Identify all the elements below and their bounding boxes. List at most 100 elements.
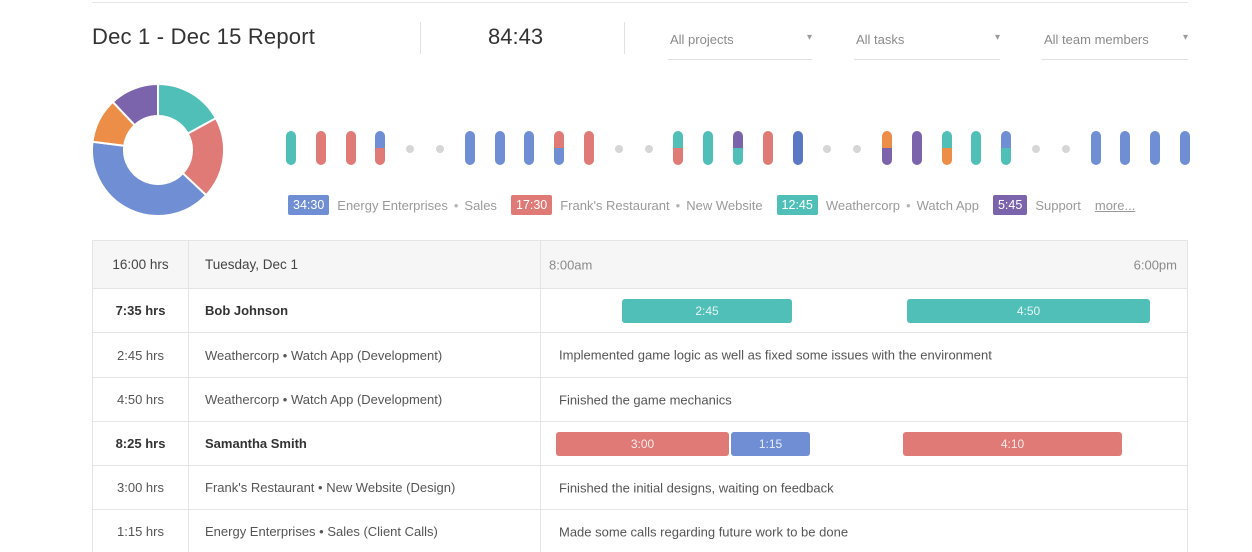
day-bar[interactable] [1120,131,1130,165]
person-row[interactable]: 8:25 hrs Samantha Smith 3:00 1:15 4:10 [93,422,1187,466]
day-bar[interactable] [733,131,743,165]
day-bar[interactable] [554,131,564,165]
day-bar[interactable] [971,131,981,165]
entry-description-cell: Implemented game logic as well as fixed … [541,333,1187,377]
entry-description: Finished the game mechanics [559,392,732,407]
timeline-entry-bar[interactable]: 4:10 [903,431,1122,456]
day-bar[interactable] [286,131,296,165]
person-name: Bob Johnson [189,289,541,332]
day-bar[interactable] [346,131,356,165]
legend-client: Energy Enterprises [337,197,448,213]
entry-description: Implemented game logic as well as fixed … [559,347,992,363]
legend-label: Weathercorp • Watch App [826,198,979,213]
day-bar[interactable] [465,131,475,165]
day-bar[interactable] [584,131,594,165]
chevron-down-icon: ▾ [1182,32,1188,43]
entry-row[interactable]: 1:15 hrs Energy Enterprises • Sales (Clie… [93,510,1187,552]
day-bar[interactable] [495,131,505,165]
timeline-header: 8:00am 6:00pm [541,241,1187,288]
day-bar-segment [524,131,534,165]
day-bar[interactable] [524,131,534,165]
entry-project: Weathercorp • Watch App (Development) [189,333,541,377]
person-name: Samantha Smith [189,422,541,465]
day-bar[interactable] [1180,131,1190,165]
timeline-entry-bar[interactable]: 3:00 [556,431,729,456]
day-bar[interactable] [703,131,713,165]
day-bar-segment [942,131,952,148]
day-bar-segment [375,131,385,148]
row-hours: 1:15 hrs [93,510,189,552]
day-bar-segment [316,131,326,165]
legend-more-link[interactable]: more... [1094,197,1136,213]
day-bar-segment [733,131,743,148]
legend-client: Frank's Restaurant [560,197,670,213]
empty-day-dot [615,145,623,153]
day-bar-segment [942,148,952,165]
empty-day-dot [645,145,653,153]
total-time: 84:43 [488,24,544,49]
day-bar-segment [465,131,475,165]
day-bar[interactable] [673,131,683,165]
day-total-hours: 16:00 hrs [93,241,189,288]
legend-separator: • [675,197,681,213]
tasks-filter-label: All tasks [856,32,905,47]
entry-description-cell: Finished the game mechanics [541,378,1187,421]
legend-label: Support [1035,198,1081,213]
legend-label: Frank's Restaurant • New Website [560,198,762,213]
timeline-entry-bar[interactable]: 2:45 [622,298,792,323]
legend-project: Sales [464,197,497,213]
day-bar-segment [703,131,713,165]
person-timeline: 2:45 4:50 [541,289,1187,332]
day-bar-segment [673,148,683,165]
day-bar-segment [1180,131,1190,165]
day-bar[interactable] [1091,131,1101,165]
donut-chart [91,82,225,217]
day-bar-segment [286,131,296,165]
entry-description: Made some calls regarding future work to… [559,524,849,539]
entry-row[interactable]: 4:50 hrs Weathercorp • Watch App (Develop… [93,378,1187,422]
row-hours: 7:35 hrs [93,289,189,332]
team-members-filter-label: All team members [1044,32,1149,47]
day-bar-segment [584,131,594,165]
timeline-entry-bar[interactable]: 4:50 [907,298,1150,323]
day-bar-segment [1150,131,1160,165]
entry-row[interactable]: 2:45 hrs Weathercorp • Watch App (Develop… [93,333,1187,378]
day-bar[interactable] [375,131,385,165]
day-bar[interactable] [1150,131,1160,165]
day-bar[interactable] [793,131,803,165]
day-bar[interactable] [763,131,773,165]
daily-bars-strip [286,128,1190,170]
entry-project: Weathercorp • Watch App (Development) [189,378,541,421]
day-bar[interactable] [882,131,892,165]
day-bar[interactable] [942,131,952,165]
entry-description: Finished the initial designs, waiting on… [559,480,834,495]
legend-client: Weathercorp [825,197,901,213]
report-header: Dec 1 - Dec 15 Report 84:43 All projects… [92,18,1188,62]
entry-project: Frank's Restaurant • New Website (Design… [189,466,541,509]
day-bar[interactable] [912,131,922,165]
project-legend: 34:30 Energy Enterprises • Sales 17:30 Frank'… [288,194,1135,216]
legend-time-badge: 34:30 [288,195,330,215]
legend-project: Watch App [916,197,979,213]
legend-time-badge: 5:45 [992,195,1028,215]
tasks-filter[interactable]: All tasks ▾ [854,18,1000,60]
timeline-entry-bar[interactable]: 1:15 [731,431,810,456]
legend-separator: • [906,197,911,213]
day-bar-segment [346,131,356,165]
header-divider [420,22,421,54]
day-bar[interactable] [1001,131,1011,165]
day-bar-segment [554,148,564,165]
day-bar-segment [375,148,385,165]
team-members-filter[interactable]: All team members ▾ [1042,18,1188,60]
day-bar-segment [495,131,505,165]
entry-row[interactable]: 3:00 hrs Frank's Restaurant • New Website… [93,466,1187,510]
person-row[interactable]: 7:35 hrs Bob Johnson 2:45 4:50 [93,289,1187,333]
empty-day-dot [823,145,831,153]
empty-day-dot [406,145,414,153]
donut-segment [111,82,159,127]
day-bar[interactable] [316,131,326,165]
day-bar-segment [971,131,981,165]
projects-filter[interactable]: All projects ▾ [668,18,812,60]
legend-separator: • [453,197,459,213]
entry-description-cell: Made some calls regarding future work to… [541,510,1187,552]
